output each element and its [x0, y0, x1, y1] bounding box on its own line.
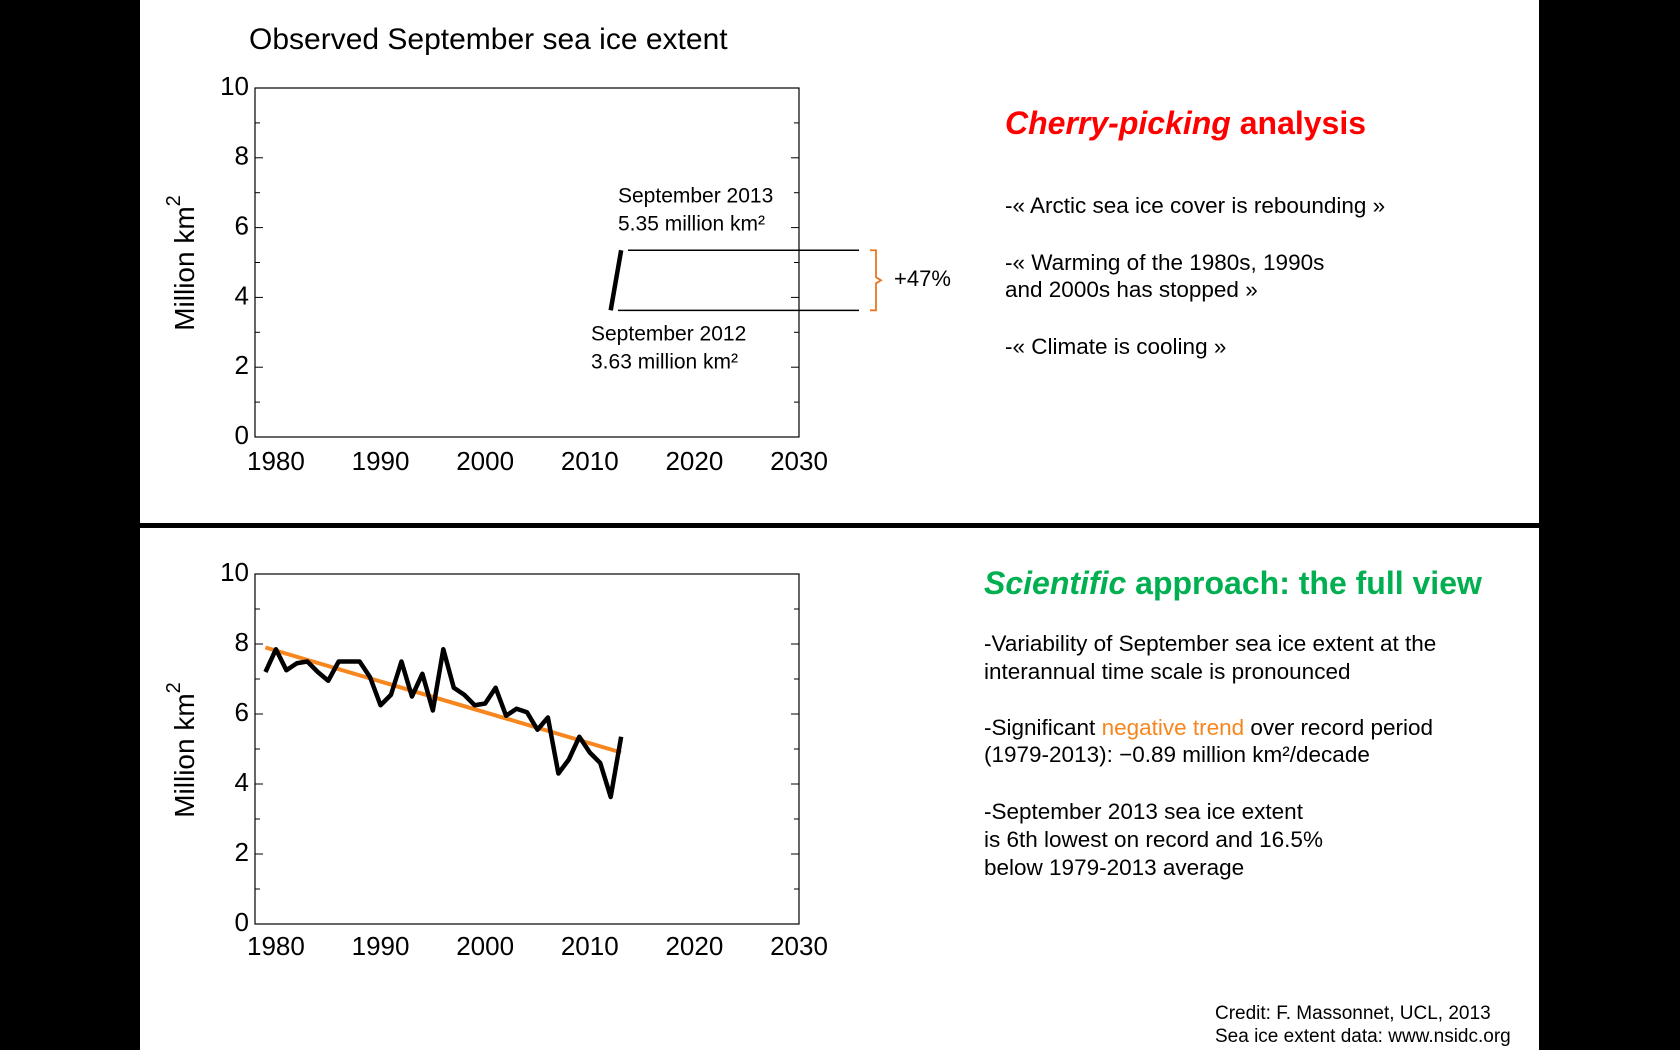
y-tick-label: 8	[235, 627, 249, 657]
value-label: 3.63 million km²	[591, 351, 738, 374]
y-tick-label: 4	[235, 280, 249, 310]
credit: Credit: F. Massonnet, UCL, 2013	[1215, 1003, 1491, 1024]
y-axis-label-sup: 2	[163, 682, 185, 693]
y-tick-label: 2	[235, 837, 249, 867]
bullet-line: -« Arctic sea ice cover is rebounding »	[1005, 193, 1385, 218]
bullet-line: (1979-2013): −0.89 million km²/decade	[984, 742, 1370, 767]
y-tick-label: 0	[235, 420, 249, 450]
bullet-line: below 1979-2013 average	[984, 855, 1244, 880]
y-tick-label: 4	[235, 767, 249, 797]
credit: Sea ice extent data: www.nsidc.org	[1215, 1026, 1511, 1047]
highlight: negative trend	[1102, 715, 1245, 740]
y-axis-label-text: Million km	[169, 206, 200, 330]
x-tick-label: 2020	[665, 446, 723, 476]
bullet-line: and 2000s has stopped »	[1005, 277, 1258, 302]
x-tick-label: 1980	[247, 446, 305, 476]
bullet-line: interannual time scale is pronounced	[984, 659, 1350, 684]
heading-rest: analysis	[1231, 105, 1366, 141]
data-line	[608, 249, 624, 311]
x-tick-label: 2020	[665, 931, 723, 961]
x-tick-label: 2030	[770, 446, 828, 476]
chart-title: Observed September sea ice extent	[249, 23, 728, 56]
x-tick-label: 1990	[352, 446, 410, 476]
y-axis-label-text: Million km	[169, 693, 200, 817]
bullet-line: -« Climate is cooling »	[1005, 334, 1226, 359]
bullet-line: -« Warming of the 1980s, 1990s	[1005, 250, 1324, 275]
y-tick-label: 10	[220, 557, 249, 587]
bullet-line: is 6th lowest on record and 16.5%	[984, 827, 1323, 852]
trend-line	[264, 645, 622, 755]
bottom-panel	[140, 528, 1539, 1050]
x-tick-label: 2010	[561, 446, 619, 476]
bullet-text: over record period	[1244, 715, 1433, 740]
x-tick-label: 2000	[456, 446, 514, 476]
y-axis-label-sup: 2	[163, 195, 185, 206]
heading-emphasis: Scientific	[984, 565, 1126, 601]
heading-emphasis: Cherry-picking	[1005, 105, 1231, 141]
y-tick-label: 2	[235, 350, 249, 380]
panel-heading: Scientific approach: the full view	[984, 565, 1482, 601]
point-label: September 2012	[591, 323, 746, 346]
top-panel	[140, 0, 1539, 523]
y-tick-label: 0	[235, 907, 249, 937]
y-tick-label: 6	[235, 210, 249, 240]
heading-rest: approach: the full view	[1126, 565, 1482, 601]
bullet-text: -Significant	[984, 715, 1102, 740]
x-tick-label: 2000	[456, 931, 514, 961]
y-tick-label: 10	[220, 71, 249, 101]
x-tick-label: 2010	[561, 931, 619, 961]
y-tick-label: 8	[235, 141, 249, 171]
y-tick-label: 6	[235, 697, 249, 727]
y-axis-label: Million km2	[163, 195, 200, 331]
change-bracket	[870, 249, 883, 312]
point-label: September 2013	[618, 185, 773, 208]
x-tick-label: 1980	[247, 931, 305, 961]
value-label: 5.35 million km²	[618, 213, 765, 236]
bullet-line: -September 2013 sea ice extent	[984, 799, 1304, 824]
panel-heading: Cherry-picking analysis	[1005, 105, 1366, 141]
y-axis-label: Million km2	[163, 682, 200, 818]
x-tick-label: 1990	[352, 931, 410, 961]
data-line	[263, 647, 624, 800]
bullet-line: -Variability of September sea ice extent…	[984, 631, 1436, 656]
x-tick-label: 2030	[770, 931, 828, 961]
bullet-line: -Significant negative trend over record …	[984, 715, 1433, 740]
change-label: +47%	[894, 266, 951, 291]
